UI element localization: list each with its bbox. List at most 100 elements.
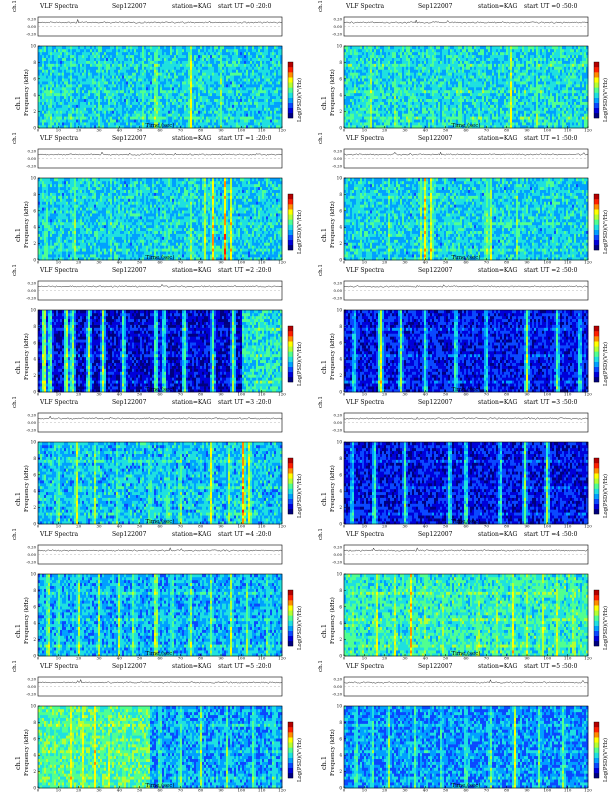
heatmap-cell — [362, 75, 365, 79]
heatmap-cell — [174, 125, 177, 129]
heatmap-cell — [440, 125, 443, 129]
heatmap-cell — [266, 84, 269, 88]
heatmap-cell — [350, 72, 353, 76]
heatmap-cell — [88, 116, 91, 120]
heatmap-cell — [128, 119, 131, 123]
heatmap-cell — [418, 81, 421, 85]
heatmap-cell — [392, 110, 395, 114]
heatmap-cell — [360, 72, 363, 76]
heatmap-cell — [208, 116, 211, 120]
heatmap-cell — [256, 57, 259, 61]
heatmap-cell — [42, 63, 45, 67]
heatmap-cell — [204, 95, 207, 100]
heatmap-cell — [200, 60, 203, 64]
heatmap-cell — [414, 119, 417, 123]
heatmap-cell — [190, 92, 193, 97]
heatmap-cell — [204, 51, 207, 56]
heatmap-cell — [446, 69, 449, 73]
heatmap-cell — [264, 54, 267, 59]
heatmap-cell — [272, 81, 275, 85]
heatmap-cell — [186, 98, 189, 102]
heatmap-cell — [408, 101, 411, 105]
heatmap-cell — [414, 72, 417, 76]
heatmap-cell — [380, 119, 383, 123]
heatmap-cell — [356, 54, 359, 59]
heatmap-cell — [440, 84, 443, 88]
heatmap-cell — [92, 46, 95, 50]
heatmap-cell — [216, 122, 219, 126]
heatmap-cell — [376, 101, 379, 105]
heatmap-cell — [58, 84, 61, 88]
heatmap-cell — [156, 89, 159, 94]
heatmap-cell — [156, 122, 159, 126]
heatmap-cell — [406, 72, 409, 76]
heatmap-cell — [434, 78, 437, 82]
heatmap-cell — [210, 78, 213, 82]
heatmap-cell — [448, 101, 451, 105]
heatmap-cell — [280, 48, 283, 53]
heatmap-cell — [218, 51, 221, 56]
heatmap-cell — [100, 81, 103, 85]
heatmap-cell — [366, 92, 369, 97]
heatmap-cell — [116, 69, 119, 73]
heatmap-cell — [168, 98, 171, 102]
heatmap-cell — [84, 57, 87, 61]
heatmap-cell — [420, 95, 423, 100]
heatmap-cell — [406, 107, 409, 111]
heatmap-cell — [352, 72, 355, 76]
heatmap-cell — [446, 95, 449, 100]
heatmap-cell — [76, 51, 79, 56]
heatmap-cell — [200, 46, 203, 50]
heatmap-cell — [114, 89, 117, 94]
heatmap-cell — [162, 110, 165, 114]
heatmap-cell — [450, 92, 453, 97]
heatmap-cell — [214, 92, 217, 97]
heatmap-cell — [38, 104, 41, 108]
heatmap-cell — [376, 107, 379, 111]
heatmap-cell — [392, 87, 395, 91]
heatmap-cell — [178, 95, 181, 100]
heatmap-cell — [178, 69, 181, 73]
heatmap-cell — [244, 92, 247, 97]
x-tick-label: 30 — [96, 128, 102, 133]
heatmap-cell — [344, 81, 347, 85]
heatmap-cell — [64, 125, 67, 129]
heatmap-cell — [114, 84, 117, 88]
heatmap-cell — [360, 48, 363, 53]
heatmap-cell — [54, 107, 57, 111]
heatmap-cell — [120, 48, 123, 53]
heatmap-cell — [234, 110, 237, 114]
heatmap-cell — [60, 72, 63, 76]
heatmap-cell — [136, 92, 139, 97]
heatmap-cell — [344, 92, 347, 97]
heatmap-cell — [280, 81, 283, 85]
heatmap-cell — [168, 60, 171, 64]
heatmap-cell — [386, 81, 389, 85]
heatmap-cell — [222, 92, 225, 97]
station-label: station=KAG — [478, 3, 517, 10]
heatmap-cell — [82, 63, 85, 67]
heatmap-cell — [112, 60, 115, 64]
heatmap-cell — [190, 110, 193, 114]
heatmap-cell — [142, 87, 145, 91]
heatmap-cell — [76, 46, 79, 50]
heatmap-cell — [220, 63, 223, 67]
heatmap-cell — [176, 122, 179, 126]
heatmap-cell — [44, 119, 47, 123]
heatmap-cell — [108, 87, 111, 91]
heatmap-cell — [116, 95, 119, 100]
heatmap-cell — [88, 107, 91, 111]
heatmap-cell — [82, 81, 85, 85]
heatmap-cell — [160, 101, 163, 105]
heatmap-cell — [394, 72, 397, 76]
heatmap-cell — [206, 125, 209, 129]
heatmap-cell — [258, 69, 261, 73]
heatmap-cell — [84, 66, 87, 70]
heatmap-cell — [184, 69, 187, 73]
heatmap-cell — [352, 110, 355, 114]
heatmap-cell — [164, 87, 167, 91]
heatmap-cell — [80, 72, 83, 76]
heatmap-cell — [410, 89, 413, 94]
heatmap-cell — [206, 46, 209, 50]
heatmap-cell — [426, 98, 429, 102]
